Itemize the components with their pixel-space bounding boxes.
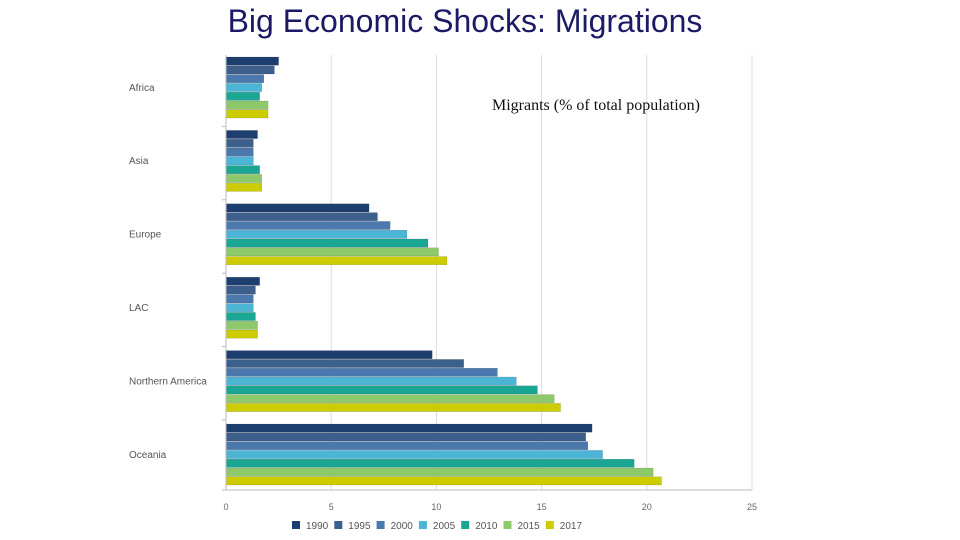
bar-africa-2000 [225, 74, 265, 83]
bar-europe-2005 [225, 229, 408, 239]
bar-asia-2010 [225, 165, 260, 175]
slide-title: Big Economic Shocks: Migrations [227, 3, 703, 39]
category-label: Europe [129, 230, 162, 241]
legend-label-2005: 2005 [433, 521, 456, 532]
bar-europe-1995 [225, 212, 378, 222]
x-tick-label: 10 [431, 502, 441, 512]
bar-africa-2005 [225, 83, 262, 92]
bar-northern-america-2000 [225, 368, 498, 377]
x-tick-label: 20 [642, 502, 652, 512]
bar-oceania-1990 [225, 423, 593, 433]
bar-northern-america-2017 [225, 403, 561, 412]
legend-label-2017: 2017 [560, 521, 583, 532]
legend-label-1990: 1990 [306, 521, 329, 532]
x-tick-label: 5 [329, 502, 334, 512]
category-label: LAC [129, 303, 148, 314]
legend-swatch-2015 [503, 521, 512, 529]
bar-africa-2015 [225, 100, 269, 110]
bar-lac-2000 [225, 294, 254, 304]
legend-swatch-2000 [376, 521, 385, 529]
bar-africa-1990 [225, 56, 279, 66]
bar-northern-america-1995 [225, 359, 464, 368]
bar-lac-2015 [225, 321, 258, 330]
bar-northern-america-2010 [225, 385, 538, 395]
category-label: Northern America [129, 376, 207, 387]
legend-label-1995: 1995 [348, 521, 371, 532]
bar-lac-2017 [225, 329, 258, 339]
bar-africa-2017 [225, 109, 269, 119]
bar-asia-2000 [225, 147, 254, 157]
legend: 1990 1995 2000 2005 2010 2015 2017 [292, 521, 582, 532]
bar-northern-america-2005 [225, 376, 517, 386]
bar-asia-1990 [225, 130, 258, 139]
bar-asia-2017 [225, 182, 262, 192]
bar-oceania-2010 [225, 459, 635, 468]
axis-group: 0 5 10 15 20 25 [222, 55, 757, 512]
bar-lac-1995 [225, 285, 256, 295]
legend-label-2000: 2000 [391, 521, 414, 532]
legend-swatch-1995 [334, 521, 343, 529]
legend-swatch-2017 [545, 521, 554, 529]
bar-lac-1990 [225, 277, 260, 286]
bar-oceania-2015 [225, 467, 654, 477]
grid-lines [330, 55, 753, 490]
legend-label-2010: 2010 [475, 521, 498, 532]
bar-europe-2015 [225, 247, 439, 257]
bar-asia-2015 [225, 174, 262, 183]
bar-africa-1995 [225, 65, 275, 75]
bar-oceania-2000 [225, 441, 589, 451]
legend-swatch-1990 [292, 521, 300, 529]
legend-swatch-2010 [461, 521, 470, 529]
bar-asia-1995 [225, 138, 254, 148]
category-label: Africa [129, 83, 155, 94]
bar-lac-2010 [225, 312, 256, 321]
bar-lac-2005 [225, 303, 254, 313]
bar-northern-america-1990 [225, 350, 433, 360]
bar-oceania-2005 [225, 450, 603, 459]
bar-northern-america-2015 [225, 394, 555, 404]
bar-europe-2010 [225, 238, 429, 248]
category-labels: Africa Asia Europe LAC Northern America Ocean… [129, 83, 207, 461]
category-label: Asia [129, 156, 149, 167]
chart-annotation: Migrants (% of total population) [492, 97, 700, 114]
bar-africa-2010 [225, 91, 260, 101]
x-tick-label: 0 [223, 502, 228, 512]
category-label: Oceania [129, 450, 167, 461]
legend-label-2015: 2015 [518, 521, 541, 532]
legend-swatch-2005 [418, 521, 427, 529]
bar-asia-2005 [225, 156, 254, 166]
bar-europe-2017 [225, 256, 448, 266]
bar-europe-1990 [225, 203, 370, 213]
bars-group [225, 56, 662, 486]
x-tick-label: 15 [537, 502, 547, 512]
bar-oceania-1995 [225, 432, 586, 442]
x-tick-label: 25 [747, 502, 757, 512]
bar-oceania-2017 [225, 476, 662, 486]
bar-europe-2000 [225, 221, 391, 230]
